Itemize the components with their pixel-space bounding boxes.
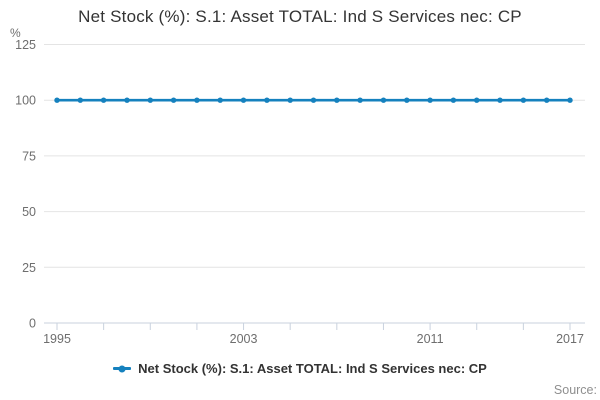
y-axis-tick-label: 100 <box>15 94 36 108</box>
data-point-marker[interactable] <box>264 97 270 103</box>
data-point-marker[interactable] <box>240 97 247 103</box>
data-point-marker[interactable] <box>474 97 480 103</box>
data-point-marker[interactable] <box>520 97 527 103</box>
legend-series-marker-icon <box>113 365 132 372</box>
data-point-marker[interactable] <box>54 97 60 103</box>
data-point-marker[interactable] <box>170 97 177 103</box>
y-axis-tick-label: 75 <box>22 149 36 163</box>
y-axis-tick-label: 125 <box>15 38 36 52</box>
data-point-marker[interactable] <box>287 97 293 103</box>
data-point-marker[interactable] <box>194 97 200 103</box>
data-point-marker[interactable] <box>567 97 573 103</box>
data-point-marker[interactable] <box>404 97 410 103</box>
data-point-marker[interactable] <box>427 97 433 103</box>
data-point-marker[interactable] <box>77 97 84 103</box>
chart-title: Net Stock (%): S.1: Asset TOTAL: Ind S S… <box>78 7 522 26</box>
x-axis-tick-label: 2017 <box>556 332 584 346</box>
data-point-marker[interactable] <box>124 97 130 103</box>
data-point-marker[interactable] <box>357 97 363 103</box>
data-point-marker[interactable] <box>310 97 317 103</box>
data-point-marker[interactable] <box>450 97 457 103</box>
y-axis-tick-label: 50 <box>22 205 36 219</box>
y-axis-tick-label: 0 <box>29 317 36 331</box>
x-axis-tick-label: 2011 <box>417 332 444 346</box>
x-axis-tick-label: 2003 <box>230 332 258 346</box>
data-point-marker[interactable] <box>217 97 223 103</box>
x-axis-tick-label: 1995 <box>43 332 71 346</box>
y-axis-tick-label: 25 <box>22 261 36 275</box>
legend[interactable]: Net Stock (%): S.1: Asset TOTAL: Ind S S… <box>0 361 600 376</box>
legend-series-label: Net Stock (%): S.1: Asset TOTAL: Ind S S… <box>138 361 487 376</box>
data-point-marker[interactable] <box>380 97 387 103</box>
data-point-marker[interactable] <box>497 97 503 103</box>
data-point-marker[interactable] <box>334 97 340 103</box>
data-point-marker[interactable] <box>147 97 153 103</box>
source-label: Source: <box>553 383 597 397</box>
y-axis-unit-label: % <box>10 26 21 40</box>
data-point-marker[interactable] <box>544 97 550 103</box>
data-point-marker[interactable] <box>100 97 107 103</box>
legend-series-dot-icon <box>118 365 126 372</box>
